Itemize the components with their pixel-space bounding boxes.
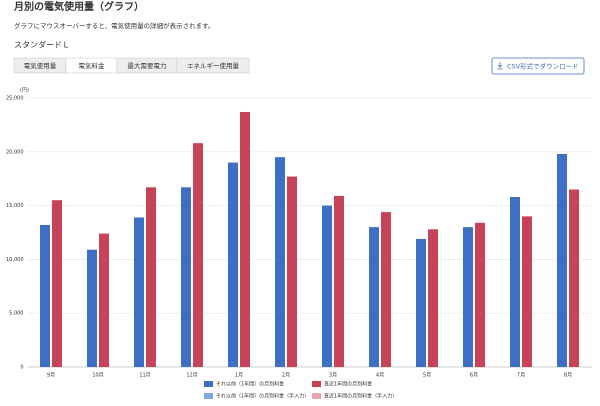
bar (522, 216, 532, 367)
bar (87, 249, 97, 367)
y-tick-label: 25,000 (6, 96, 24, 102)
bar (369, 227, 379, 367)
y-tick-label: 15,000 (6, 203, 24, 209)
y-tick-label: 5,000 (9, 311, 23, 317)
bar (381, 212, 391, 367)
bar (181, 187, 191, 367)
legend-label: 直近1年間の月別料金（手入力） (324, 393, 397, 400)
legend-label: 直近1年間の月別料金 (324, 381, 372, 388)
x-tick-label: 2月 (282, 373, 290, 379)
download-button[interactable]: CSV形式でダウンロード (491, 57, 585, 75)
subtitle: グラフにマウスオーバーすると、電気使用量の詳細が表示されます。 (14, 21, 215, 30)
x-tick-label: 9月 (47, 373, 55, 379)
bar (146, 187, 156, 367)
download-icon (497, 62, 503, 70)
x-tick-label: 3月 (329, 373, 337, 379)
legend-swatch (204, 381, 213, 387)
bar (240, 111, 250, 367)
button-label[interactable]: CSV形式でダウンロード (507, 62, 579, 71)
tab-label[interactable]: 電気使用量 (24, 61, 57, 70)
x-tick-label: 10月 (92, 373, 103, 379)
page-title: 月別の電気使用量（グラフ） (13, 0, 144, 13)
bar (463, 227, 473, 367)
bar (52, 200, 62, 367)
tab-label[interactable]: エネルギー使用量 (187, 61, 240, 70)
bar (322, 205, 332, 367)
x-tick-label: 6月 (470, 373, 478, 379)
legend-swatch (204, 393, 213, 399)
bar (569, 189, 579, 367)
tab-label[interactable]: 電気料金 (79, 61, 106, 70)
bar (557, 153, 567, 367)
bar (275, 157, 285, 367)
bar (228, 162, 238, 367)
tab[interactable] (176, 57, 250, 74)
x-tick-label: 1月 (235, 373, 243, 379)
bar (475, 222, 485, 367)
y-tick-label: 10,000 (6, 257, 24, 263)
x-tick-label: 8月 (564, 373, 572, 379)
bar (134, 217, 144, 367)
tab-label[interactable]: 最大需要電力 (128, 61, 167, 70)
bar (334, 195, 344, 367)
bar (428, 229, 438, 367)
legend-label: それ以前（1年間）の月別料金 (216, 381, 284, 388)
x-tick-label: 12月 (186, 373, 197, 379)
legend-swatch (312, 381, 321, 387)
bar (510, 196, 520, 367)
bar (193, 143, 203, 367)
bar (416, 238, 426, 367)
plan-name: スタンダードＬ (14, 40, 70, 50)
x-tick-label: 4月 (376, 373, 384, 379)
tab-bar: 電気使用量 電気料金 最大需要電力 エネルギー使用量 (13, 57, 250, 74)
bar (287, 176, 297, 367)
bar (40, 224, 50, 367)
x-tick-label: 11月 (139, 373, 150, 379)
legend-label: それ以前（1年間）の月別料金（手入力） (216, 393, 309, 400)
chart: (円) 0 5,000 10,000 15,000 20,000 25,000 9月 10月 1… (6, 88, 592, 400)
button-frame[interactable] (491, 57, 585, 75)
x-tick-label: 7月 (517, 373, 525, 379)
y-tick-label: 0 (20, 365, 23, 371)
legend-swatch (312, 393, 321, 399)
x-tick-label: 5月 (423, 373, 431, 379)
y-unit: (円) (20, 88, 29, 94)
bar (99, 233, 109, 367)
y-tick-label: 20,000 (6, 149, 24, 155)
